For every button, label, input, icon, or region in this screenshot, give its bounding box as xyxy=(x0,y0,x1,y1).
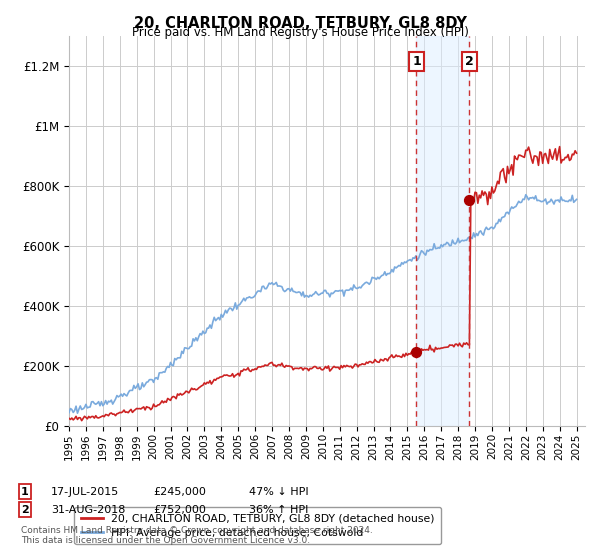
Text: 20, CHARLTON ROAD, TETBURY, GL8 8DY: 20, CHARLTON ROAD, TETBURY, GL8 8DY xyxy=(134,16,466,31)
Text: This data is licensed under the Open Government Licence v3.0.: This data is licensed under the Open Gov… xyxy=(21,536,310,545)
Text: 2: 2 xyxy=(21,505,29,515)
Point xyxy=(412,348,421,357)
Point xyxy=(464,196,474,205)
Legend: 20, CHARLTON ROAD, TETBURY, GL8 8DY (detached house), HPI: Average price, detach: 20, CHARLTON ROAD, TETBURY, GL8 8DY (det… xyxy=(74,507,441,544)
Text: 31-AUG-2018: 31-AUG-2018 xyxy=(51,505,125,515)
Text: Price paid vs. HM Land Registry's House Price Index (HPI): Price paid vs. HM Land Registry's House … xyxy=(131,26,469,39)
Bar xyxy=(416,36,469,426)
Text: 1: 1 xyxy=(21,487,29,497)
Text: 36% ↑ HPI: 36% ↑ HPI xyxy=(249,505,308,515)
Text: 1: 1 xyxy=(412,55,421,68)
Text: Contains HM Land Registry data © Crown copyright and database right 2024.: Contains HM Land Registry data © Crown c… xyxy=(21,526,373,535)
Text: 2: 2 xyxy=(465,55,474,68)
Text: 17-JUL-2015: 17-JUL-2015 xyxy=(51,487,119,497)
Text: £752,000: £752,000 xyxy=(153,505,206,515)
Text: 47% ↓ HPI: 47% ↓ HPI xyxy=(249,487,308,497)
Text: £245,000: £245,000 xyxy=(153,487,206,497)
